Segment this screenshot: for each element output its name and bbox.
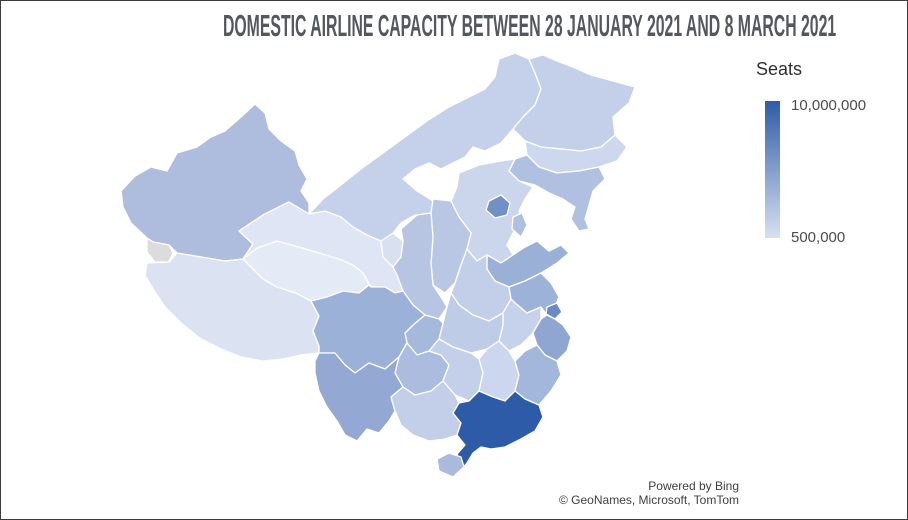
powered-by-bing-label: Powered by Bing	[648, 479, 739, 493]
legend-gradient-bar	[765, 101, 780, 238]
map-attribution: Powered by Bing © GeoNames, Microsoft, T…	[559, 479, 739, 507]
province-yunnan[interactable]	[314, 352, 404, 442]
legend-title: Seats	[756, 59, 803, 79]
no-data-region[interactable]	[146, 237, 174, 263]
color-legend: Seats 10,000,000 500,000	[749, 59, 899, 246]
province-xinjiang[interactable]	[120, 103, 310, 262]
province-hainan[interactable]	[436, 452, 465, 478]
province-fujian[interactable]	[514, 344, 562, 406]
province-shanghai[interactable]	[545, 302, 563, 320]
legend-max-label: 10,000,000	[791, 97, 867, 114]
province-guangdong[interactable]	[452, 390, 544, 472]
province-beijing[interactable]	[485, 194, 511, 219]
province-inner-mongolia[interactable]	[308, 52, 542, 242]
province-tianjin[interactable]	[511, 212, 528, 238]
legend-min-label: 500,000	[791, 229, 846, 246]
copyright-label: © GeoNames, Microsoft, TomTom	[559, 493, 739, 507]
